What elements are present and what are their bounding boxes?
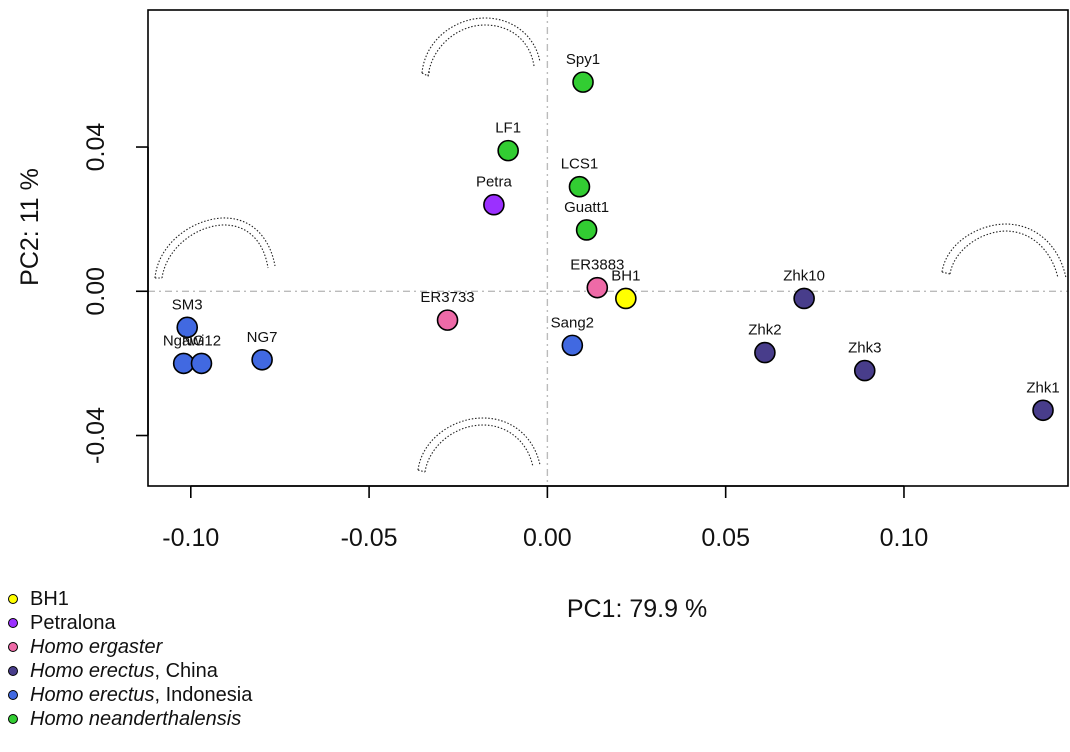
legend: BH1 Petralona Homo ergaster Homo erectus, C… bbox=[8, 587, 252, 731]
data-point-marker bbox=[586, 276, 609, 299]
point-sang2: Sang2 bbox=[551, 314, 594, 357]
data-point-marker bbox=[251, 348, 273, 371]
legend-marker bbox=[8, 666, 18, 676]
point-lcs1: LCS1 bbox=[561, 156, 599, 198]
skull-outline-bottom bbox=[417, 417, 541, 473]
point-er3733: ER3733 bbox=[420, 289, 475, 331]
point-ng12: NG12 bbox=[182, 332, 221, 375]
data-point-label: Ngawi bbox=[163, 332, 205, 349]
data-point-marker bbox=[176, 316, 199, 339]
skull-outline-right bbox=[941, 223, 1067, 279]
data-point-marker bbox=[561, 334, 584, 357]
data-point-marker bbox=[172, 352, 195, 375]
point-sm3: SM3 bbox=[172, 296, 203, 339]
x-tick-label: -0.05 bbox=[341, 524, 398, 552]
data-point-label: Zhk10 bbox=[783, 267, 825, 284]
legend-marker bbox=[8, 642, 18, 652]
data-point-label: Spy1 bbox=[566, 51, 600, 68]
x-tick-label: 0.05 bbox=[701, 524, 750, 552]
data-point-label: Zhk1 bbox=[1026, 379, 1059, 396]
legend-item-ergaster: Homo ergaster bbox=[8, 635, 252, 659]
point-guatt1: Guatt1 bbox=[564, 199, 609, 241]
point-er3883: ER3883 bbox=[570, 257, 624, 299]
reference-lines bbox=[148, 10, 1068, 486]
data-point-marker bbox=[853, 359, 876, 382]
point-zhk10: Zhk10 bbox=[783, 267, 825, 310]
data-point-marker bbox=[436, 309, 459, 331]
legend-label: Homo erectus, China bbox=[30, 660, 218, 682]
plot-frame bbox=[147, 9, 1069, 487]
data-point-marker bbox=[615, 287, 637, 310]
legend-label: Homo ergaster bbox=[30, 636, 163, 658]
legend-marker bbox=[8, 714, 18, 724]
x-axis: -0.10 -0.05 0.00 0.05 0.10 bbox=[162, 485, 929, 552]
data-point-label: Petra bbox=[476, 174, 513, 191]
data-point-marker bbox=[190, 352, 213, 375]
data-point-marker bbox=[575, 219, 598, 241]
data-point-label: Guatt1 bbox=[564, 199, 609, 216]
point-lf1: LF1 bbox=[495, 120, 521, 162]
point-spy1: Spy1 bbox=[566, 51, 600, 93]
legend-label: Homo neanderthalensis bbox=[30, 708, 242, 730]
y-axis-label: PC2: 11 % bbox=[16, 168, 44, 286]
legend-item-petralona: Petralona bbox=[8, 611, 252, 635]
legend-label: BH1 bbox=[30, 588, 69, 610]
data-point-marker bbox=[754, 341, 776, 364]
point-petra: Petra bbox=[476, 174, 513, 216]
data-point-label: Zhk3 bbox=[848, 340, 881, 357]
point-zhk2: Zhk2 bbox=[748, 322, 782, 364]
data-point-label: ER3733 bbox=[420, 289, 474, 306]
skull-outline-left bbox=[154, 217, 276, 279]
point-ng7: NG7 bbox=[247, 329, 278, 371]
legend-item-erectus-indonesia: Homo erectus, Indonesia bbox=[8, 683, 252, 707]
y-tick-label: 0.00 bbox=[82, 267, 110, 316]
data-point-label: NG7 bbox=[247, 329, 278, 346]
point-bh1: BH1 bbox=[611, 267, 640, 310]
data-point-label: ER3883 bbox=[570, 257, 624, 274]
point-ngawi: Ngawi bbox=[163, 332, 205, 375]
legend-marker bbox=[8, 618, 18, 628]
data-point-marker bbox=[497, 139, 519, 162]
data-point-label: LF1 bbox=[495, 120, 521, 137]
legend-label: Petralona bbox=[30, 612, 116, 634]
point-zhk3: Zhk3 bbox=[848, 340, 881, 382]
y-axis: -0.04 0.00 0.04 bbox=[82, 123, 149, 464]
x-tick-label: -0.10 bbox=[162, 524, 219, 552]
data-point-marker bbox=[483, 193, 505, 216]
data-point-label: LCS1 bbox=[561, 156, 599, 173]
x-tick-label: 0.00 bbox=[523, 524, 572, 552]
data-point-marker bbox=[568, 175, 591, 198]
data-point-label: Zhk2 bbox=[748, 322, 781, 339]
skull-outline-top bbox=[421, 17, 541, 77]
y-tick-label: 0.04 bbox=[82, 123, 110, 172]
data-point-marker bbox=[1032, 399, 1054, 422]
data-point-label: SM3 bbox=[172, 296, 203, 313]
point-zhk1: Zhk1 bbox=[1026, 379, 1060, 422]
y-tick-label: -0.04 bbox=[82, 407, 110, 464]
data-point-marker bbox=[572, 71, 594, 93]
legend-item-neanderthalensis: Homo neanderthalensis bbox=[8, 707, 252, 731]
data-point-label: NG12 bbox=[182, 332, 221, 349]
legend-marker bbox=[8, 690, 18, 700]
legend-marker bbox=[8, 594, 18, 604]
data-point-marker bbox=[793, 287, 815, 310]
data-point-label: BH1 bbox=[611, 267, 640, 284]
skull-outline-illustrations bbox=[154, 17, 1067, 473]
x-axis-label: PC1: 79.9 % bbox=[567, 595, 707, 623]
legend-label: Homo erectus, Indonesia bbox=[30, 684, 253, 706]
x-tick-label: 0.10 bbox=[880, 524, 929, 552]
legend-item-bh1: BH1 bbox=[8, 587, 252, 611]
data-point-label: Sang2 bbox=[551, 314, 594, 331]
legend-item-erectus-china: Homo erectus, China bbox=[8, 659, 252, 683]
